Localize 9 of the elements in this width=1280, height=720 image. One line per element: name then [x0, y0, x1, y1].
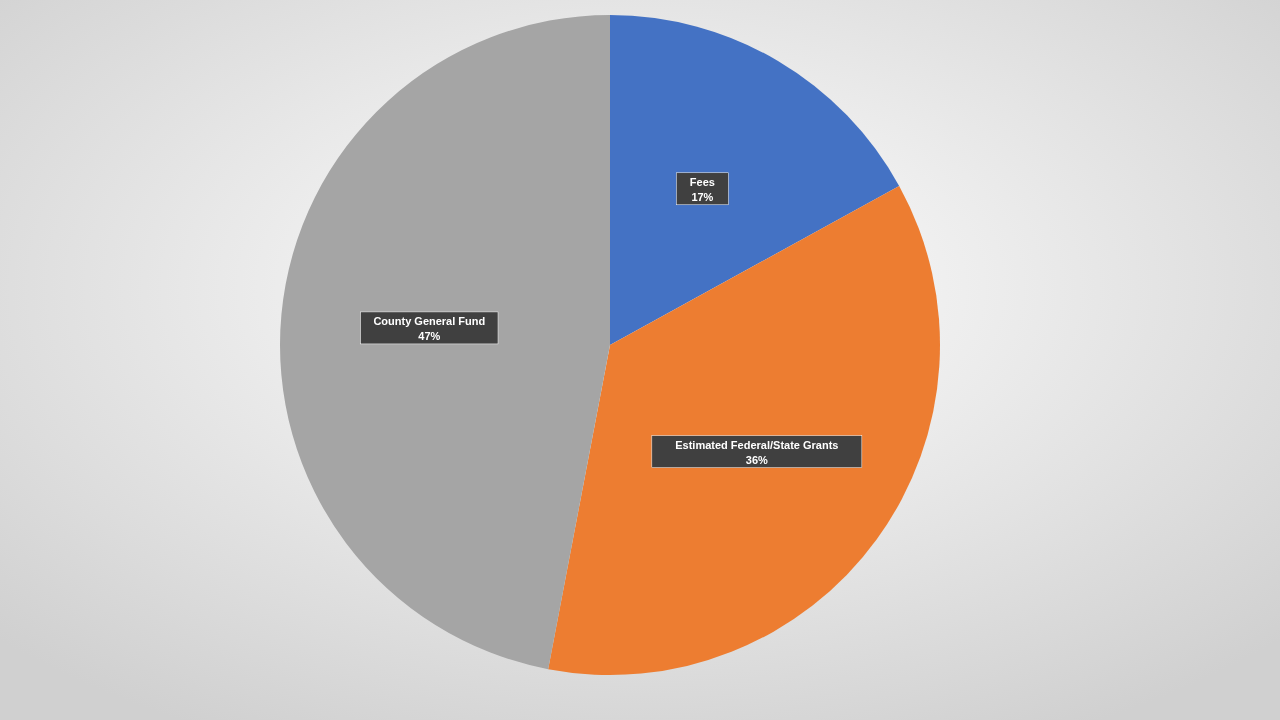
- slice-label: Fees: [689, 175, 715, 188]
- pie-slice: [548, 186, 940, 675]
- data-label: 36%: [745, 453, 769, 466]
- data-label: 17%: [691, 190, 714, 203]
- data-label: 47%: [418, 329, 441, 342]
- slice-label: Estimated Federal/State Grants: [675, 438, 839, 451]
- pie-slice: [610, 15, 900, 345]
- pie-slice: [280, 15, 610, 670]
- slice-label: County General Fund: [373, 314, 486, 327]
